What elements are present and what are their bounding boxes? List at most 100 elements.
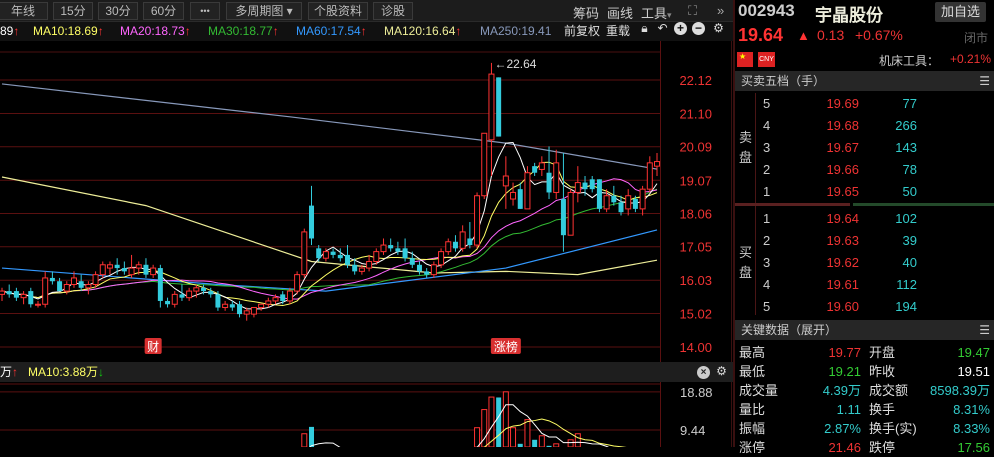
candle-body	[128, 267, 135, 276]
price: 19.63	[826, 233, 859, 248]
candlestick-chart[interactable]: 22.12 21.10 20.09 19.07 18.06 17.05 16.03 15.02…	[0, 0, 733, 447]
candle-body	[250, 307, 257, 315]
candle-body	[337, 254, 343, 259]
price-tick-label: 22.12	[679, 73, 712, 88]
candle-body	[171, 293, 178, 305]
candle-body	[474, 195, 481, 246]
volume-ma10-line	[483, 418, 627, 447]
candle-body	[179, 294, 185, 298]
indicator-settings-icon[interactable]: ⚙	[716, 364, 727, 378]
candle-body	[452, 241, 458, 249]
tools-button[interactable]: 工具▾	[641, 3, 672, 22]
ask-bid-divider-red	[735, 203, 850, 206]
price-tick-label: 19.07	[679, 173, 712, 188]
order-book-title: 买卖五档（手）	[741, 74, 826, 88]
candle-body	[0, 290, 5, 295]
candle-body	[546, 172, 552, 193]
volume-bar	[546, 445, 552, 447]
candle-body	[114, 264, 120, 269]
stock-profile-button[interactable]: 个股资料	[308, 2, 368, 20]
close-indicator-icon[interactable]: ×	[697, 366, 710, 379]
candle-body	[409, 258, 415, 265]
key-data-header[interactable]: 关键数据（展开） ☰	[735, 320, 994, 340]
market-status: 闭市	[964, 31, 989, 45]
key-value: 19.47	[957, 345, 990, 360]
menu-icon[interactable]: ☰	[979, 74, 990, 88]
order-book-header[interactable]: 买卖五档（手） ☰	[735, 71, 994, 91]
sector-name[interactable]: 机床工具：	[879, 54, 940, 68]
volume: 39	[902, 233, 917, 248]
event-marker-label: 涨榜	[494, 339, 518, 354]
price: 19.60	[826, 299, 859, 314]
multi-period-dropdown[interactable]: 多周期图 ▾	[226, 2, 302, 20]
volume-bar	[517, 443, 523, 447]
reload-button[interactable]: 重载	[606, 24, 631, 38]
key-value: 8.33%	[953, 421, 990, 436]
key-value: 19.77	[828, 345, 861, 360]
period-year-button[interactable]: 年线	[0, 2, 48, 20]
chips-button[interactable]: 筹码	[573, 6, 600, 21]
candle-body	[445, 241, 452, 253]
settings-icon[interactable]: ⚙	[713, 21, 724, 35]
candle-body	[201, 287, 207, 292]
level: 5	[763, 299, 771, 314]
volume-bar	[301, 433, 308, 447]
key-label: 量比	[739, 402, 766, 417]
period-60min-button[interactable]: 60分	[143, 2, 184, 20]
price-tick-label: 16.03	[679, 273, 712, 288]
bid-row[interactable]: 3 19.62 40	[735, 252, 994, 274]
bid-row[interactable]: 1 19.64 102	[735, 208, 994, 230]
zoom-out-icon[interactable]: −	[692, 22, 705, 35]
bid-row[interactable]: 5 19.60 194	[735, 296, 994, 318]
diagnose-button[interactable]: 诊股	[373, 2, 413, 20]
key-label: 换手	[869, 402, 896, 417]
menu-icon[interactable]: ☰	[979, 323, 990, 337]
key-label: 最低	[739, 364, 766, 379]
ma250-value: MA250:19.41	[480, 24, 552, 38]
undo-icon[interactable]: ↶	[657, 21, 668, 35]
expand-icon[interactable]: ⛶	[688, 3, 698, 18]
bid-row[interactable]: 4 19.61 112	[735, 274, 994, 296]
key-value: 1.11	[836, 402, 861, 417]
volume-bar	[510, 427, 517, 447]
high-price-label: ←22.64	[494, 57, 536, 71]
candle-body	[358, 267, 365, 272]
candle-body	[654, 161, 660, 167]
adjust-mode-button[interactable]: 前复权	[564, 24, 601, 38]
collapse-right-icon[interactable]: »	[717, 3, 725, 18]
candle-body	[193, 287, 200, 292]
volume-bar	[574, 433, 581, 447]
ask-row[interactable]: 3 19.67 143	[735, 137, 994, 159]
candle-body	[366, 260, 373, 269]
ask-row[interactable]: 5 19.69 77	[735, 93, 994, 115]
chart-pane: 年线 15分 30分 60分 ••• 多周期图 ▾ 个股资料 诊股 筹码 画线 …	[0, 0, 733, 447]
lock-icon[interactable]: 🔒︎	[641, 21, 648, 35]
candle-body	[301, 231, 308, 276]
key-value: 17.56	[957, 440, 990, 455]
candle-body	[28, 291, 34, 305]
period-15min-button[interactable]: 15分	[53, 2, 93, 20]
level: 3	[763, 255, 771, 270]
ma10-value: MA10:18.69↑	[33, 24, 104, 38]
more-periods-button[interactable]: •••	[190, 2, 220, 20]
candle-body	[42, 277, 49, 305]
price: 19.69	[826, 96, 859, 111]
add-watchlist-button[interactable]: 加自选	[935, 2, 987, 22]
ma-legend-bar: 89↑ MA10:18.69↑ MA20:18.73↑ MA30:18.77↑ …	[0, 22, 733, 41]
candle-body	[34, 303, 41, 306]
level: 1	[763, 184, 771, 199]
zoom-in-icon[interactable]: +	[674, 22, 687, 35]
candle-body	[510, 191, 517, 200]
ask-row[interactable]: 4 19.68 266	[735, 115, 994, 137]
bid-side-label: 买盘	[739, 245, 753, 280]
draw-button[interactable]: 画线	[607, 6, 634, 21]
ask-row[interactable]: 1 19.65 50	[735, 181, 994, 203]
volume: 194	[895, 299, 917, 314]
period-30min-button[interactable]: 30分	[98, 2, 138, 20]
ask-row[interactable]: 2 19.66 78	[735, 159, 994, 181]
candle-body	[258, 303, 265, 309]
quote-panel: 002943 宇晶股份 加自选 19.64 ▲ 0.13 +0.67% 闭市 ★…	[733, 0, 994, 455]
bid-row[interactable]: 2 19.63 39	[735, 230, 994, 252]
vol-ma5-value: 万↑	[0, 365, 19, 379]
volume-ma5-line	[309, 404, 610, 447]
